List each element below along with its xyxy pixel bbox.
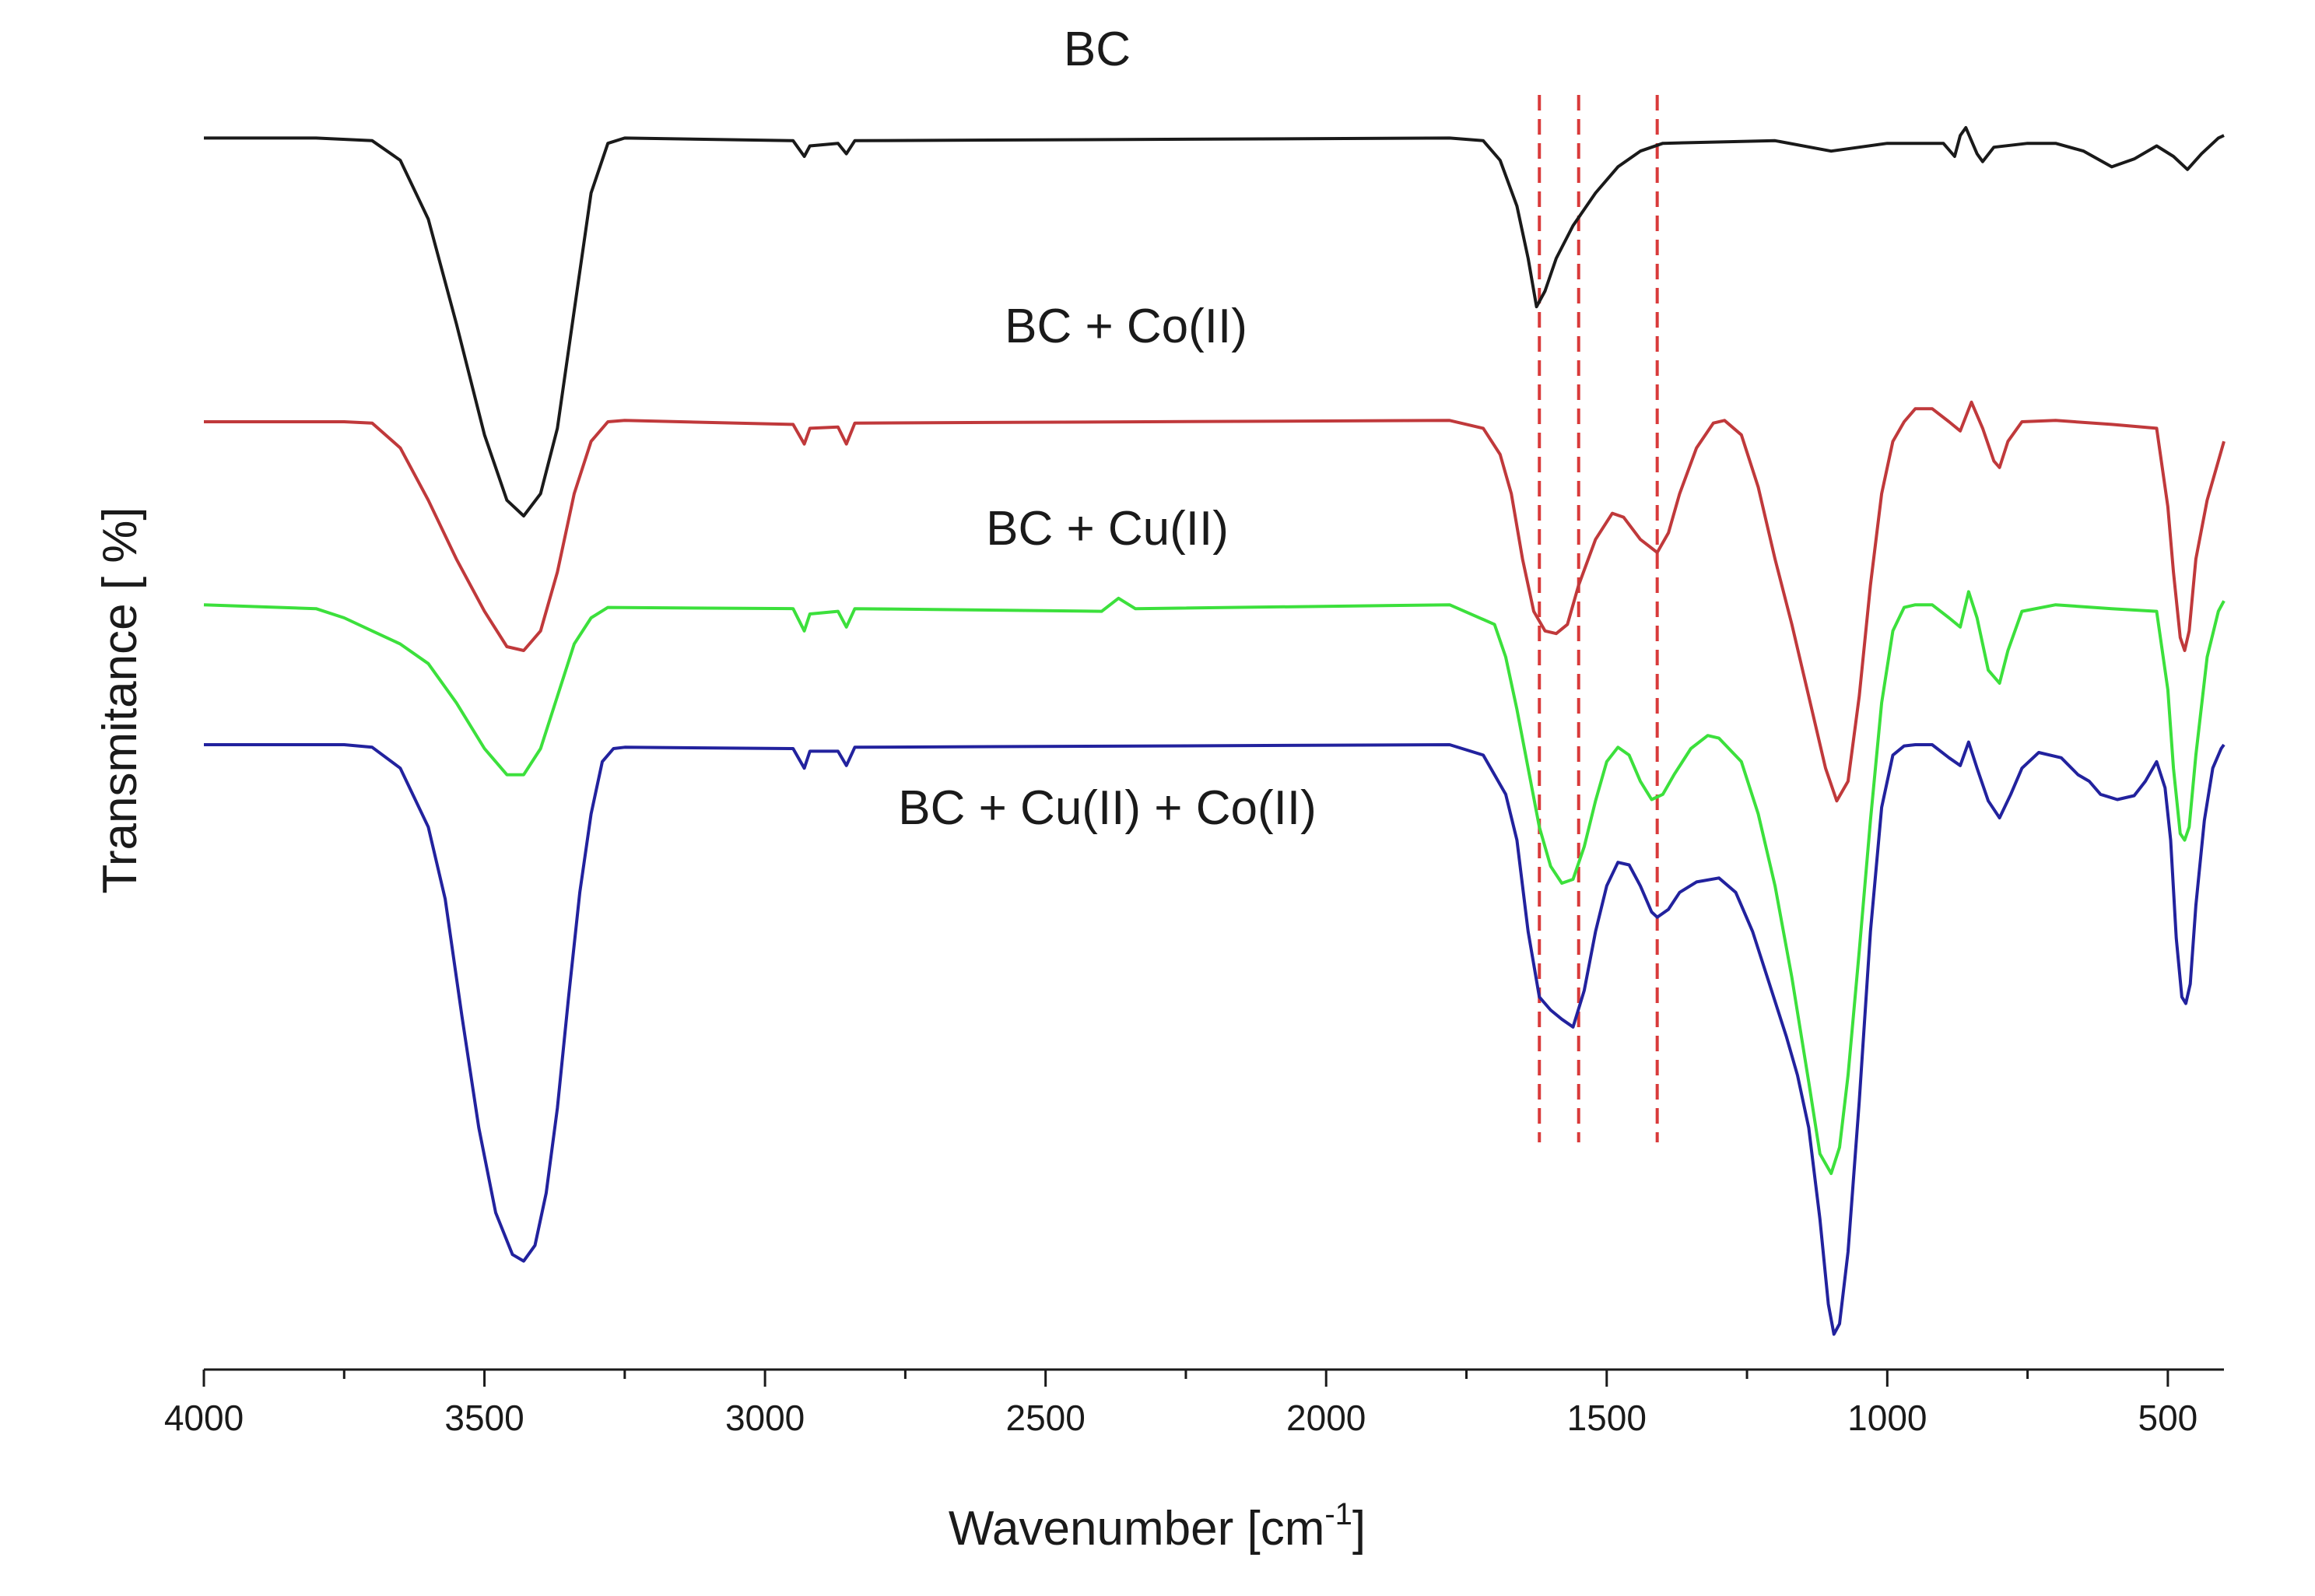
x-axis-title: Wavenumber [cm-1]: [949, 1497, 1366, 1556]
x-tick-label: 1500: [1567, 1398, 1647, 1438]
x-axis-title-end: ]: [1352, 1502, 1366, 1556]
x-tick-label: 2500: [1005, 1398, 1085, 1438]
y-axis-title: Transmitance [ %]: [93, 507, 147, 893]
series-line: [204, 400, 2226, 803]
x-tick-label: 1000: [1847, 1398, 1927, 1438]
x-tick-label: 500: [2138, 1398, 2198, 1438]
x-axis-title-text: Wavenumber [cm: [949, 1502, 1325, 1556]
series-label-bc-co: BC + Co(II): [1005, 300, 1247, 353]
series-label-bc-cu: BC + Cu(II): [986, 502, 1229, 556]
reference-lines: [1538, 95, 1659, 1142]
series-label-bc-cu-co: BC + Cu(II) + Co(II): [898, 781, 1316, 835]
x-axis-title-superscript: -1: [1324, 1497, 1352, 1531]
series-line: [204, 740, 2226, 1336]
x-tick-label: 4000: [164, 1398, 244, 1438]
x-axis: 4000 3500 3000 2500 2000 1500 1000 500: [164, 1368, 2224, 1438]
series-line: [203, 590, 2226, 1175]
series-line: [204, 126, 2225, 517]
series-label-bc: BC: [1064, 23, 1131, 76]
x-tick-label: 2000: [1286, 1398, 1366, 1438]
series-layer: [203, 126, 2226, 1336]
x-tick-label: 3000: [725, 1398, 805, 1438]
x-tick-label: 3500: [444, 1398, 524, 1438]
